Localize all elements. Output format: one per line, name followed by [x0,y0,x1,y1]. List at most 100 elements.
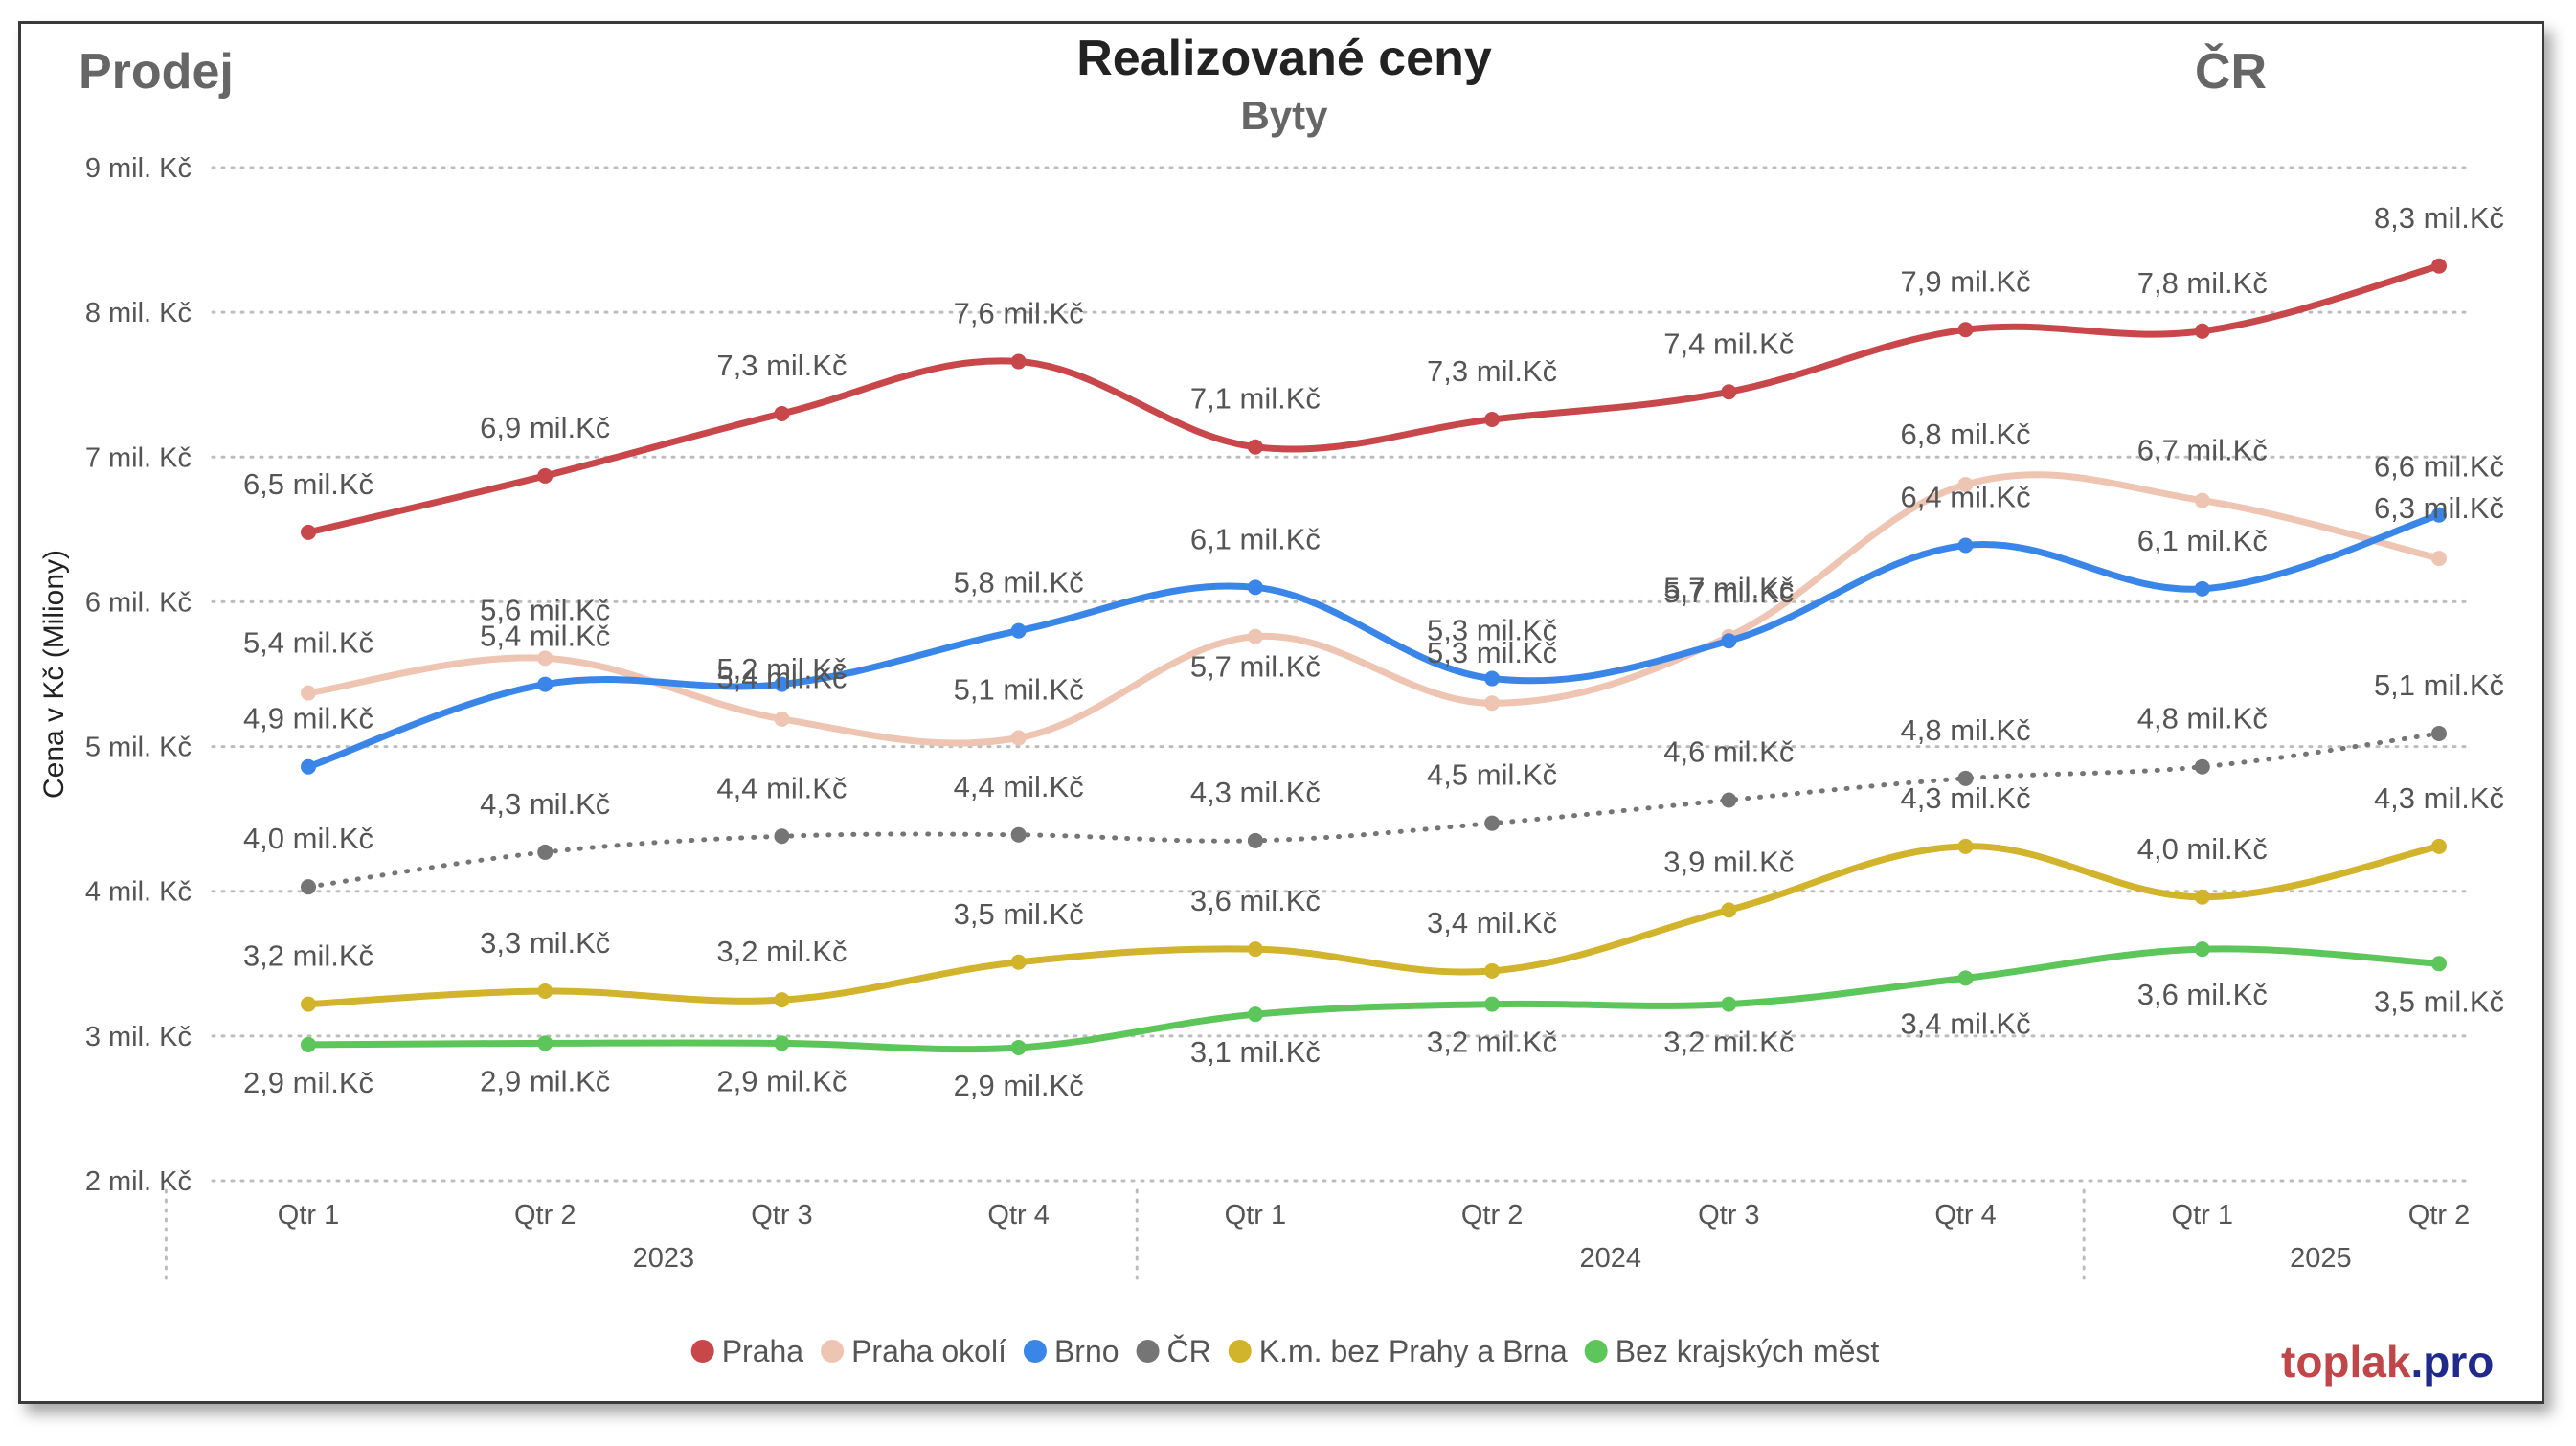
data-point[interactable] [537,983,554,1000]
y-tick-label: 5 mil. Kč [85,733,192,763]
data-label: 2,9 mil.Kč [480,1064,610,1097]
data-point[interactable] [2431,725,2447,741]
data-point[interactable] [301,996,316,1012]
data-point[interactable] [537,650,554,667]
legend-item[interactable]: Praha okolí [821,1334,1006,1368]
data-point[interactable] [537,1035,554,1051]
data-point[interactable] [1721,996,1737,1012]
data-point[interactable] [2431,507,2447,523]
data-point[interactable] [1484,695,1501,712]
data-label: 3,9 mil.Kč [1663,845,1794,878]
legend-swatch [1584,1340,1608,1363]
data-point[interactable] [1957,770,1974,786]
data-point[interactable] [301,758,316,775]
data-label: 3,4 mil.Kč [1901,1006,2031,1040]
data-point[interactable] [537,467,554,484]
x-tick-label: Qtr 1 [278,1200,339,1231]
data-point[interactable] [1010,826,1027,843]
data-point[interactable] [1721,792,1737,808]
data-point[interactable] [1957,537,1974,554]
data-point[interactable] [1484,670,1501,687]
data-point[interactable] [2194,492,2210,508]
series-lines [301,258,2447,1055]
legend-label: Bez krajských měst [1616,1334,1880,1368]
x-group-label: 2024 [1579,1243,1641,1274]
data-point[interactable] [301,1036,316,1052]
data-point[interactable] [1010,1039,1027,1055]
data-point[interactable] [774,1035,790,1051]
data-label: 4,0 mil.Kč [243,822,373,855]
y-tick-label: 3 mil. Kč [85,1022,192,1052]
legend-label: Praha [722,1334,804,1368]
x-tick-label: Qtr 1 [1225,1200,1286,1231]
data-point[interactable] [1484,411,1501,427]
data-point[interactable] [537,844,554,860]
legend-item[interactable]: K.m. bez Prahy a Brna [1228,1334,1568,1368]
y-axis-title: Cena v Kč (Miliony) [38,550,70,799]
series-line-3 [305,511,2443,771]
data-point[interactable] [1010,730,1027,746]
data-point[interactable] [301,879,316,895]
legend-label: Praha okolí [851,1334,1006,1368]
data-point[interactable] [1957,838,1974,854]
data-point[interactable] [301,524,316,540]
y-tick-label: 6 mil. Kč [85,587,192,618]
data-label: 5,3 mil.Kč [1427,614,1557,647]
legend-item[interactable]: Brno [1023,1334,1119,1368]
data-point[interactable] [2194,889,2210,905]
legend-swatch [1023,1340,1047,1363]
data-point[interactable] [2194,580,2210,597]
data-point[interactable] [2431,838,2447,854]
data-point[interactable] [774,992,790,1008]
x-tick-label: Qtr 2 [1461,1200,1523,1231]
data-point[interactable] [1247,439,1263,455]
data-point[interactable] [774,711,790,727]
legend-item[interactable]: ČR [1136,1334,1211,1368]
data-label: 4,3 mil.Kč [2374,781,2504,815]
data-point[interactable] [1247,832,1263,848]
data-point[interactable] [2194,941,2210,958]
data-label: 4,3 mil.Kč [1901,781,2031,815]
data-point[interactable] [1010,954,1027,970]
data-point[interactable] [1721,633,1737,649]
data-point[interactable] [1247,1006,1263,1023]
data-point[interactable] [2194,323,2210,339]
data-point[interactable] [1721,902,1737,918]
legend-swatch [1228,1340,1252,1363]
data-label: 3,6 mil.Kč [2137,978,2268,1011]
line-chart: 9 mil. Kč 8 mil. Kč 7 mil. Kč 6 mil. Kč 5 mi… [38,153,2504,1368]
series-line-4 [305,731,2442,890]
data-point[interactable] [1484,815,1501,831]
legend-swatch [1136,1340,1160,1363]
data-label: 5,4 mil.Kč [480,620,610,653]
data-point[interactable] [2194,758,2210,775]
data-point[interactable] [1247,628,1263,644]
data-label: 7,8 mil.Kč [2137,266,2268,300]
data-point[interactable] [774,676,790,692]
data-point[interactable] [301,685,316,701]
x-tick-label: Qtr 1 [2172,1200,2233,1231]
legend-item[interactable]: Bez krajských měst [1584,1334,1880,1368]
data-point[interactable] [537,676,554,692]
data-point[interactable] [1247,579,1263,596]
data-point[interactable] [1247,941,1263,958]
data-point[interactable] [1721,384,1737,400]
data-point[interactable] [1957,970,1974,986]
data-point[interactable] [1010,353,1027,370]
data-point[interactable] [1957,477,1974,493]
data-point[interactable] [1484,996,1501,1012]
x-tick-label: Qtr 4 [987,1200,1049,1231]
data-point[interactable] [2431,551,2447,567]
data-point[interactable] [774,828,790,845]
legend-item[interactable]: Praha [690,1334,804,1368]
data-point[interactable] [1010,622,1027,639]
data-point[interactable] [1484,962,1501,979]
data-point[interactable] [2431,956,2447,972]
data-point[interactable] [2431,258,2447,274]
chart-frame: Prodej Realizované ceny Byty ČR 9 mil. K… [18,21,2544,1404]
data-point[interactable] [1957,322,1974,338]
data-point[interactable] [774,405,790,421]
data-label: 4,9 mil.Kč [243,702,373,735]
data-label: 5,4 mil.Kč [716,662,847,695]
data-label: 3,2 mil.Kč [716,935,847,968]
